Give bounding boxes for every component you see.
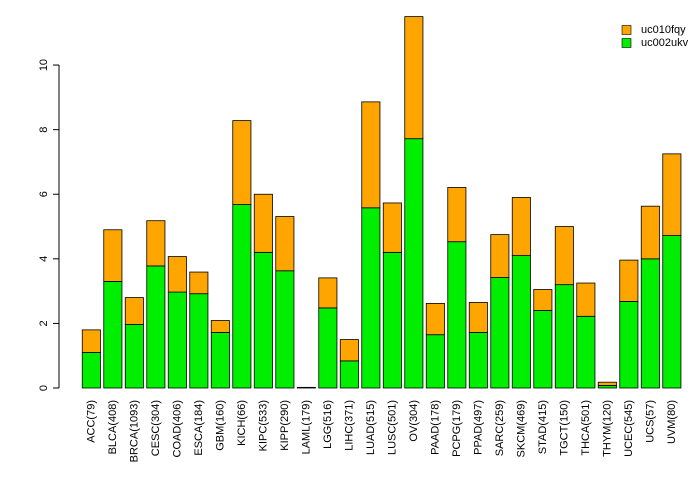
bars (81, 16, 682, 389)
bar-uc010fqy (124, 297, 144, 325)
bar-uc002ukv (619, 301, 639, 389)
y-tick-label: 0 (38, 385, 50, 391)
bar-uc010fqy (404, 16, 424, 140)
bar-uc002ukv (382, 251, 402, 389)
x-tick-label: BLCA(408) (107, 400, 119, 454)
bar-uc002ukv (404, 138, 424, 389)
bar-uc002ukv (81, 352, 101, 389)
bar-uc010fqy (554, 226, 574, 286)
x-tick-label: ACC(79) (85, 400, 97, 443)
bar-uc010fqy (146, 220, 166, 267)
bar-uc010fqy (167, 256, 187, 293)
bar-uc010fqy (597, 381, 617, 386)
bar-uc010fqy (318, 277, 338, 309)
x-tick-label: STAD(415) (537, 400, 549, 454)
x-tick-label: LUAD(515) (365, 400, 377, 455)
bar-uc010fqy (339, 339, 359, 362)
bar-uc010fqy (189, 271, 209, 295)
bar-uc002ukv (339, 360, 359, 389)
bar-uc002ukv (210, 332, 230, 389)
x-tick-label: PAAD(178) (429, 400, 441, 455)
bar-uc010fqy (210, 320, 230, 333)
x-tick-label: OV(304) (408, 400, 420, 442)
bar-uc010fqy (232, 120, 252, 205)
bar-uc010fqy (103, 229, 123, 282)
bar-uc002ukv (554, 284, 574, 389)
bar-uc002ukv (124, 323, 144, 389)
bar-uc002ukv (425, 334, 445, 389)
bar-uc010fqy (468, 302, 488, 333)
x-tick-label: THYM(120) (601, 400, 613, 457)
bar-uc010fqy (447, 187, 467, 243)
bar-uc010fqy (640, 205, 660, 260)
bar-uc002ukv (167, 291, 187, 389)
legend-swatch (621, 38, 632, 48)
bar-uc002ukv (253, 251, 273, 389)
x-tick-label: PPAD(497) (472, 400, 484, 455)
bar-uc002ukv (361, 207, 381, 389)
y-tick-label: 10 (38, 59, 50, 71)
x-tick-label: UVM(80) (666, 400, 678, 444)
bar-uc010fqy (533, 289, 553, 311)
bar-uc010fqy (382, 202, 402, 253)
bar-uc002ukv (232, 204, 252, 389)
bar-uc002ukv (189, 293, 209, 389)
bar-uc002ukv (468, 332, 488, 389)
x-tick-label: ESCA(184) (193, 400, 205, 456)
x-tick-label: UCS(57) (644, 400, 656, 443)
x-tick-label: LGG(516) (322, 400, 334, 449)
bar-uc002ukv (447, 241, 467, 389)
bar-uc002ukv (490, 277, 510, 389)
bar-uc002ukv (576, 315, 596, 389)
x-tick-label: COAD(406) (171, 400, 183, 457)
x-tick-label: UCEC(545) (623, 400, 635, 457)
bar-uc002ukv (103, 281, 123, 389)
legend-label: uc010fqy (641, 24, 686, 36)
bar-uc010fqy (662, 153, 682, 236)
bar-uc002ukv (640, 258, 660, 389)
x-axis-labels: ACC(79) BLCA(408) BRCA(1093) CESC(304) COAD(… (85, 400, 678, 462)
bar-uc010fqy (275, 216, 295, 272)
x-tick-label: KIPC(533) (257, 400, 269, 451)
x-tick-label: PCPG(179) (451, 400, 463, 457)
x-tick-label: GBM(160) (214, 400, 226, 451)
bar-uc002ukv (146, 265, 166, 389)
bar-uc002ukv (296, 386, 316, 389)
x-tick-label: LIHC(371) (343, 400, 355, 451)
x-tick-label: KICH(66) (236, 400, 248, 446)
x-tick-label: KIPP(290) (279, 400, 291, 451)
bar-uc010fqy (619, 259, 639, 302)
bar-uc010fqy (490, 234, 510, 278)
bar-uc010fqy (425, 302, 445, 336)
legend-label: uc002ukv (641, 37, 689, 49)
bar-uc010fqy (361, 101, 381, 209)
y-axis: 0 2 4 6 8 10 (38, 59, 60, 391)
x-tick-label: THCA(501) (580, 400, 592, 456)
x-tick-label: BRCA(1093) (128, 400, 140, 462)
legend-swatch (621, 25, 632, 35)
x-tick-label: LAML(179) (300, 400, 312, 454)
bar-uc002ukv (511, 255, 531, 389)
bar-uc010fqy (576, 282, 596, 317)
y-tick-label: 6 (38, 191, 50, 197)
y-tick-label: 4 (38, 256, 50, 262)
bar-uc002ukv (533, 310, 553, 389)
bar-uc002ukv (275, 270, 295, 389)
bar-uc002ukv (318, 307, 338, 389)
bar-uc010fqy (81, 329, 101, 353)
bar-uc010fqy (511, 197, 531, 256)
x-tick-label: TGCT(150) (558, 400, 570, 456)
bar-uc002ukv (662, 235, 682, 389)
x-tick-label: CESC(304) (150, 400, 162, 456)
x-tick-label: LUSC(501) (386, 400, 398, 455)
x-tick-label: SARC(259) (494, 400, 506, 456)
x-tick-label: SKCM(469) (515, 400, 527, 457)
y-tick-label: 2 (38, 320, 50, 326)
y-tick-label: 8 (38, 127, 50, 133)
bar-uc010fqy (253, 193, 273, 253)
